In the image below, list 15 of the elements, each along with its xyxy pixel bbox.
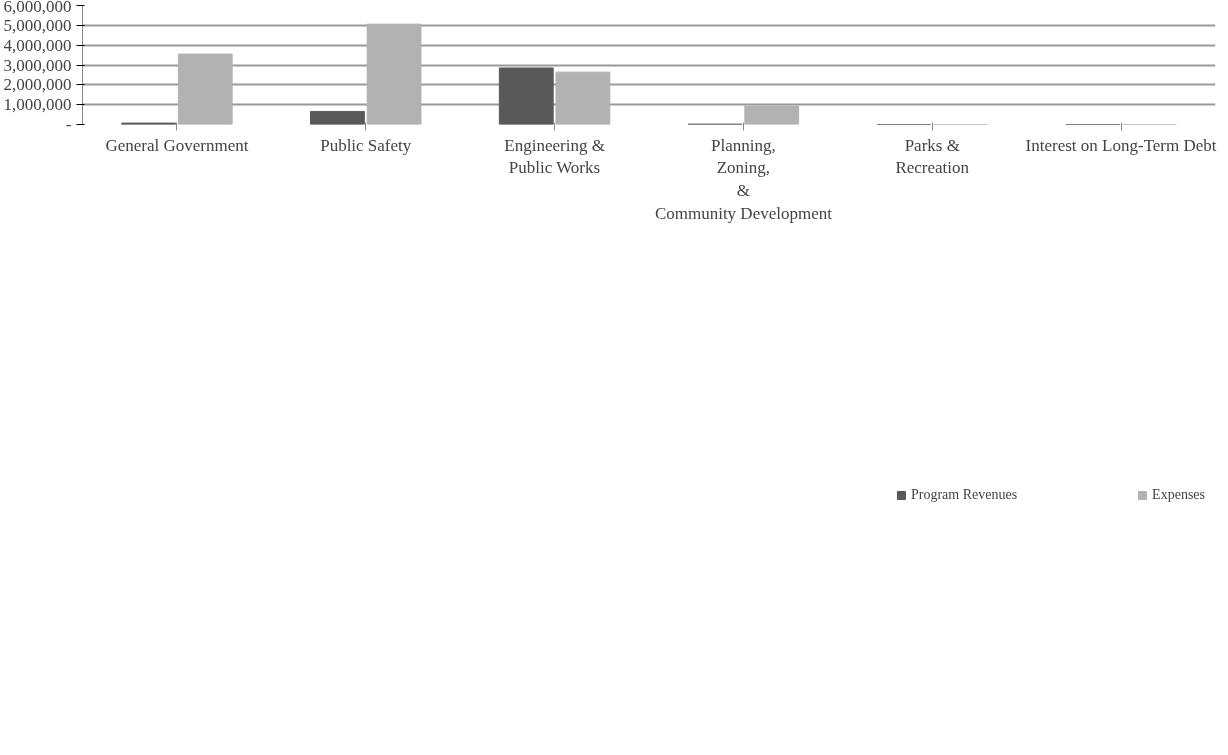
y-tick-label: 6,000,000 [3, 0, 72, 16]
x-tick-label: General Government [105, 135, 249, 155]
y-tick-label: - [65, 115, 72, 134]
y-tick-label: 5,000,000 [3, 15, 72, 35]
y-tick-label: 2,000,000 [3, 75, 72, 95]
y-tick-label: 4,000,000 [3, 35, 72, 55]
y-tick-label: 3,000,000 [3, 55, 72, 75]
y-tick-label: 1,000,000 [3, 95, 72, 115]
x-tick-label: Parks & Recreation [895, 135, 970, 178]
x-tick-label: Interest on Long-Term Debt [1025, 135, 1217, 155]
x-tick-label: Engineering & Public Works [504, 135, 605, 178]
legend-label: Program Revenues [910, 487, 1018, 503]
x-tick-label: Public Safety [320, 135, 412, 155]
x-tick-label: Planning, Zoning, & Community Development [654, 135, 833, 223]
legend-label: Expenses [1152, 487, 1205, 503]
